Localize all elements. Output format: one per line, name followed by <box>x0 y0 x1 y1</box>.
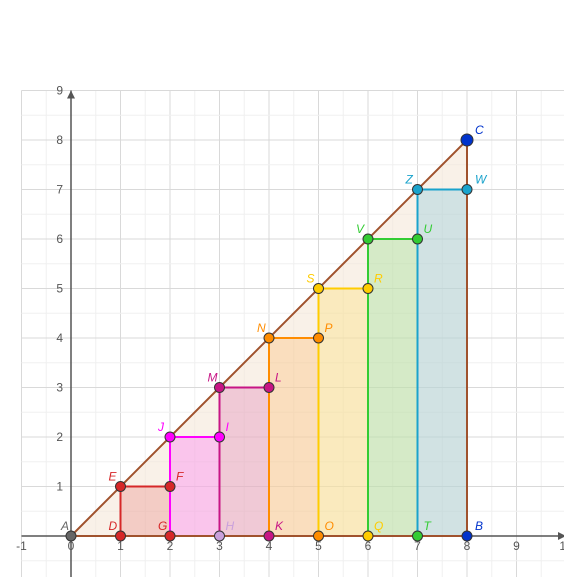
point-label-r: R <box>374 272 383 286</box>
point-f[interactable] <box>165 482 175 492</box>
x-tick-label: 9 <box>513 539 520 553</box>
point-s[interactable] <box>314 284 324 294</box>
point-label-c: C <box>475 123 484 137</box>
point-c[interactable] <box>461 134 473 146</box>
point-label-u: U <box>424 222 433 236</box>
x-tick-label: -1 <box>16 539 27 553</box>
stair-region <box>418 190 468 537</box>
stair-region <box>170 437 220 536</box>
point-label-f: F <box>176 470 184 484</box>
point-u[interactable] <box>413 234 423 244</box>
point-label-j: J <box>157 420 165 434</box>
point-z[interactable] <box>413 185 423 195</box>
point-w[interactable] <box>462 185 472 195</box>
stair-region <box>269 338 319 536</box>
point-label-a: A <box>60 519 69 533</box>
point-label-e: E <box>109 470 118 484</box>
point-label-n: N <box>257 321 266 335</box>
y-tick-label: 9 <box>56 84 63 98</box>
stair-region <box>220 388 270 537</box>
y-tick-label: 7 <box>56 183 63 197</box>
point-k[interactable] <box>264 531 274 541</box>
point-label-k: K <box>275 519 284 533</box>
y-tick-label: 8 <box>56 133 63 147</box>
point-label-q: Q <box>374 519 383 533</box>
point-label-s: S <box>307 272 315 286</box>
point-label-g: G <box>158 519 167 533</box>
point-e[interactable] <box>116 482 126 492</box>
x-tick-label: 10 <box>559 539 564 553</box>
coordinate-plot: -1012345678910-1123456789ADEFGJIHMLKNPOS… <box>0 0 564 577</box>
point-o[interactable] <box>314 531 324 541</box>
point-label-m: M <box>208 371 218 385</box>
y-tick-label: 2 <box>56 430 63 444</box>
point-h[interactable] <box>215 531 225 541</box>
y-tick-label: 3 <box>56 381 63 395</box>
point-label-v: V <box>356 222 365 236</box>
point-v[interactable] <box>363 234 373 244</box>
y-tick-label: 6 <box>56 232 63 246</box>
point-label-h: H <box>226 519 235 533</box>
point-j[interactable] <box>165 432 175 442</box>
point-label-w: W <box>475 173 488 187</box>
y-tick-label: 4 <box>56 331 63 345</box>
point-label-z: Z <box>405 173 414 187</box>
y-tick-label: 1 <box>56 480 63 494</box>
point-label-o: O <box>325 519 334 533</box>
point-b[interactable] <box>462 531 472 541</box>
point-label-p: P <box>325 321 333 335</box>
point-p[interactable] <box>314 333 324 343</box>
point-label-l: L <box>275 371 282 385</box>
y-tick-label: 5 <box>56 282 63 296</box>
point-t[interactable] <box>413 531 423 541</box>
point-i[interactable] <box>215 432 225 442</box>
point-r[interactable] <box>363 284 373 294</box>
point-q[interactable] <box>363 531 373 541</box>
point-l[interactable] <box>264 383 274 393</box>
point-label-b: B <box>475 519 483 533</box>
point-label-d: D <box>109 519 118 533</box>
